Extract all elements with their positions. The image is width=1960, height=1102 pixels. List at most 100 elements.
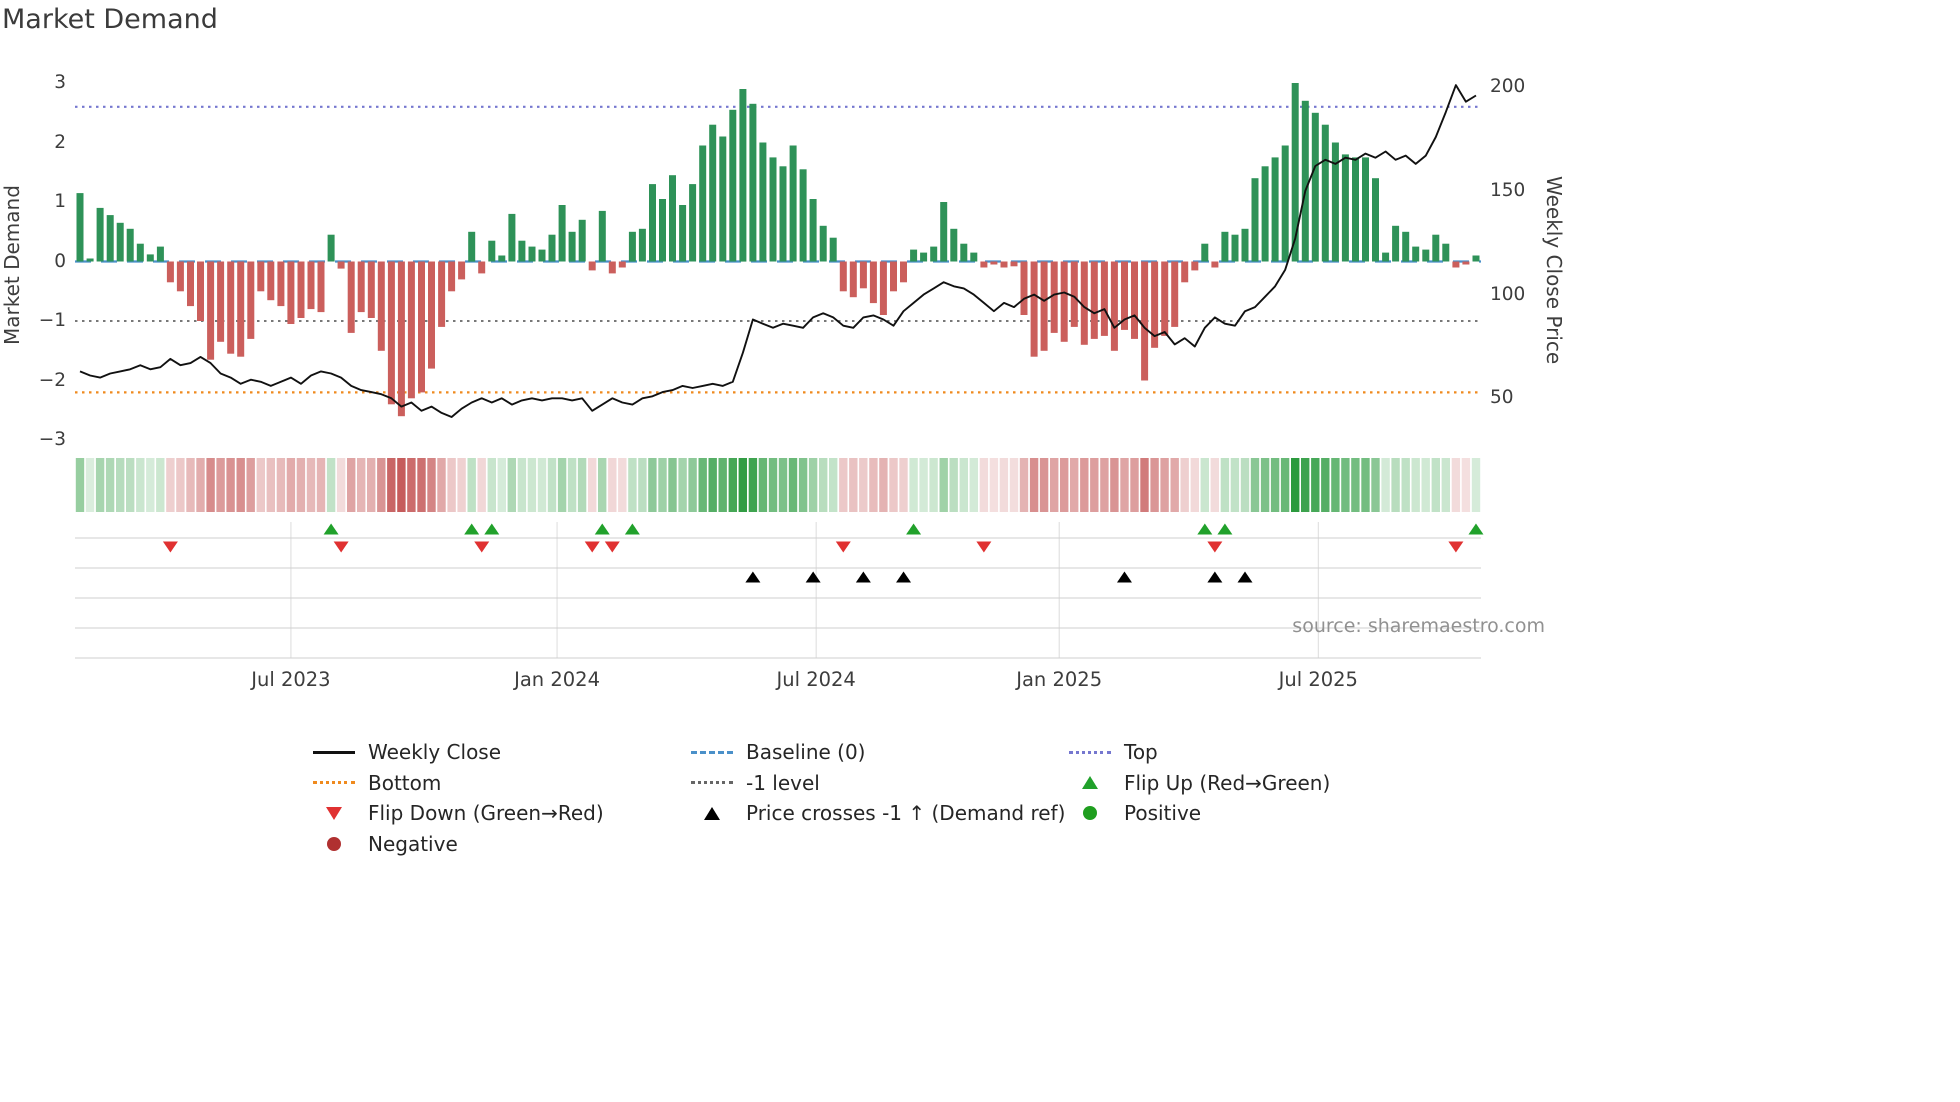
demand-bar (1432, 234, 1440, 262)
demand-bar (618, 261, 626, 268)
heatmap-cell (286, 458, 296, 512)
flip-up-marker (1217, 523, 1233, 535)
heatmap-cell (216, 458, 225, 512)
demand-bar (1362, 157, 1369, 262)
legend-symbol-dotted-line (691, 781, 733, 785)
dotted-line-glyph (691, 781, 733, 785)
demand-bar (287, 261, 295, 324)
legend-symbol-triangle-up (1069, 776, 1111, 790)
demand-bar (699, 145, 707, 262)
heatmap-cell (1029, 458, 1039, 512)
demand-bar (789, 145, 797, 262)
heatmap-cell (316, 458, 326, 512)
heatmap-cell (477, 458, 486, 512)
demand-bar (438, 261, 446, 327)
heatmap-cell (1280, 458, 1290, 512)
demand-bar (1452, 261, 1460, 268)
demand-bar (1352, 157, 1359, 262)
heatmap-cell (347, 458, 356, 512)
demand-bar (980, 261, 988, 268)
legend-item-positive: Positive (1069, 798, 1447, 829)
heatmap-cell (166, 458, 175, 512)
demand-bar (1110, 261, 1118, 351)
dotted-line-glyph (1069, 750, 1111, 754)
demand-bar (819, 225, 827, 262)
demand-bar (1412, 246, 1420, 262)
demand-bar (1010, 261, 1018, 267)
heatmap-cell (829, 458, 838, 512)
x-tick-label: Jan 2024 (514, 668, 600, 691)
heatmap-cell (1170, 458, 1179, 512)
demand-bar (86, 258, 94, 262)
heatmap-cell (387, 458, 396, 512)
heatmap-cell (788, 458, 798, 512)
demand-bar (1000, 261, 1008, 268)
heatmap-cell (778, 458, 788, 512)
y-tick-label-left: 0 (54, 250, 66, 272)
heatmap-cell (929, 458, 938, 512)
demand-bar (548, 234, 556, 262)
demand-bar (679, 205, 687, 262)
demand-bar (1261, 166, 1269, 262)
heatmap-cell (1341, 458, 1350, 512)
heatmap-cell (1100, 458, 1109, 512)
heatmap-cell (457, 458, 466, 512)
heatmap-cell (557, 458, 567, 512)
legend-item-weekly-close: Weekly Close (313, 737, 691, 768)
demand-bar (930, 246, 938, 262)
demand-bar (1100, 261, 1108, 336)
demand-bar (1181, 261, 1189, 283)
demand-bar (1422, 249, 1430, 262)
heatmap-cell (75, 458, 85, 512)
flip-down-marker (474, 541, 490, 553)
heatmap-cell (176, 458, 185, 512)
legend-label: Negative (368, 832, 458, 857)
legend-label: Flip Up (Red→Green) (1124, 770, 1331, 795)
demand-bar (277, 261, 285, 307)
demand-bar (1271, 157, 1279, 262)
demand-bar (719, 136, 727, 262)
demand-bar (387, 261, 395, 405)
demand-bar (1191, 261, 1199, 271)
heatmap-cell (1361, 458, 1370, 512)
flip-down-marker (1448, 541, 1464, 553)
demand-bar (418, 261, 425, 393)
legend-symbol-dotted-line (1069, 750, 1111, 754)
demand-heatmap (75, 458, 1481, 512)
legend-symbol-solid-line (313, 750, 355, 754)
legend-item-price-crosses-1-demand-ref: Price crosses -1 ↑ (Demand ref) (691, 798, 1069, 829)
price-cross-marker (1237, 571, 1253, 583)
heatmap-cell (879, 458, 888, 512)
flip-up-marker (1468, 523, 1484, 535)
heatmap-cell (447, 458, 456, 512)
demand-bar (849, 261, 857, 298)
heatmap-cell (869, 458, 878, 512)
demand-bar (1060, 261, 1068, 342)
heatmap-cell (658, 458, 667, 512)
x-tick-label: Jul 2023 (251, 668, 331, 691)
demand-bar (1050, 261, 1058, 333)
demand-bar (568, 231, 576, 262)
heatmap-cell (136, 458, 145, 512)
demand-bar (1321, 124, 1329, 262)
demand-bar (1030, 261, 1038, 357)
demand-bar (1341, 154, 1349, 262)
demand-bar (428, 261, 435, 369)
weekly-close-line (79, 84, 1477, 418)
demand-bar (247, 261, 255, 339)
heatmap-cell (226, 458, 235, 512)
heatmap-cell (1180, 458, 1189, 512)
heatmap-cell (859, 458, 868, 512)
demand-bar (890, 261, 897, 292)
y-tick-label-left: −3 (38, 429, 66, 450)
heatmap-cell (1250, 458, 1260, 512)
heatmap-cell (979, 458, 989, 512)
flip-down-marker (333, 541, 349, 553)
demand-bar (156, 246, 164, 262)
demand-bar (900, 261, 907, 283)
flip-up-marker (906, 523, 922, 535)
heatmap-cell (1240, 458, 1250, 512)
flip-down-marker (1207, 541, 1223, 553)
heatmap-cell (668, 458, 677, 512)
